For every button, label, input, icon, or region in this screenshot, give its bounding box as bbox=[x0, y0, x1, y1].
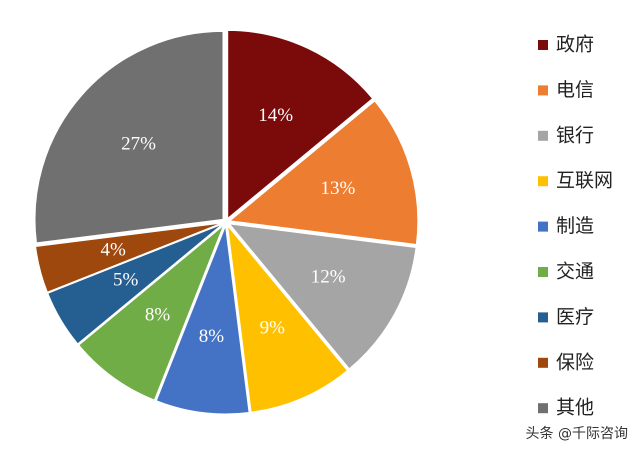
legend-swatch bbox=[538, 312, 548, 323]
value-label: 8% bbox=[145, 305, 171, 326]
value-label: 8% bbox=[199, 326, 225, 347]
legend-label: 其他 bbox=[556, 397, 594, 419]
legend-swatch bbox=[538, 357, 548, 368]
legend-label: 制造 bbox=[556, 215, 594, 237]
value-label: 4% bbox=[100, 239, 126, 260]
legend-swatch bbox=[538, 85, 548, 96]
value-label: 5% bbox=[113, 270, 139, 291]
value-label: 12% bbox=[311, 267, 346, 288]
pie-slice bbox=[78, 224, 225, 401]
pie-slice bbox=[35, 222, 223, 293]
legend-swatch bbox=[538, 403, 548, 414]
legend-label: 交通 bbox=[556, 261, 594, 283]
value-label: 13% bbox=[321, 178, 356, 199]
legend-swatch bbox=[538, 40, 548, 50]
pie-slice bbox=[155, 225, 250, 415]
value-label: 27% bbox=[121, 133, 156, 154]
legend-swatch bbox=[538, 130, 548, 141]
legend-label: 互联网 bbox=[556, 170, 613, 192]
pie-slice bbox=[228, 223, 417, 370]
legend-label: 银行 bbox=[556, 124, 594, 146]
pie-slice bbox=[47, 223, 223, 345]
pie-slice bbox=[227, 29, 374, 220]
value-label: 14% bbox=[258, 105, 293, 126]
legend-label: 电信 bbox=[556, 79, 594, 101]
legend-swatch bbox=[538, 176, 548, 187]
value-label: 9% bbox=[260, 317, 286, 338]
legend-swatch bbox=[538, 267, 548, 277]
credit: 头条 @千际咨询 bbox=[526, 425, 628, 442]
pie-slice bbox=[226, 224, 349, 413]
legend-label: 医疗 bbox=[556, 306, 594, 328]
legend-swatch bbox=[538, 221, 548, 232]
pie-slice bbox=[34, 30, 224, 244]
legend-label: 保险 bbox=[556, 351, 594, 373]
legend-label: 政府 bbox=[556, 34, 594, 56]
pie-slice bbox=[228, 100, 419, 246]
